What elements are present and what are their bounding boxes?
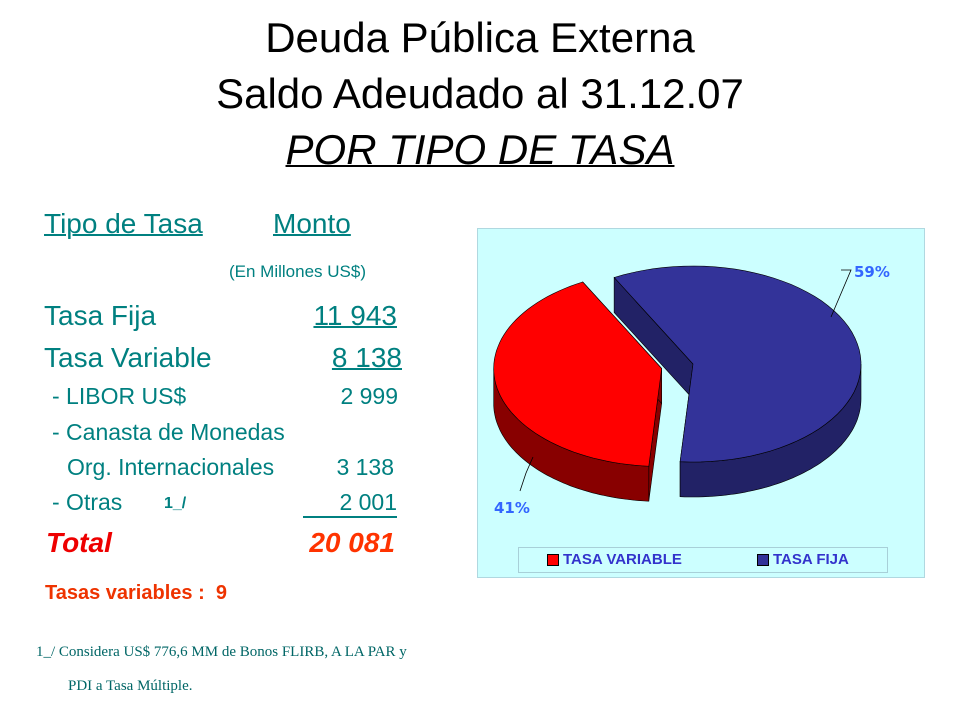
pie-slice-fija — [613, 265, 862, 463]
pie-chart: 59% 41% TASA VARIABLE TASA FIJA — [477, 228, 925, 578]
legend: TASA VARIABLE TASA FIJA — [518, 547, 888, 573]
legend-swatch — [547, 553, 559, 566]
row-value: 2 999 — [340, 383, 398, 409]
unit-label: (En Millones US$) — [229, 262, 366, 281]
legend-label: TASA VARIABLE — [563, 551, 682, 568]
title-line-2: Saldo Adeudado al 31.12.07 — [216, 70, 744, 117]
row-label: - Otras — [52, 489, 123, 515]
footnote-line-2: PDI a Tasa Múltiple. — [68, 678, 193, 694]
variable-rates-count: Tasas variables : 9 — [45, 582, 227, 604]
leader-line-fija — [830, 269, 852, 318]
pie-slice-variable — [493, 281, 662, 467]
row-value: 3 138 — [336, 454, 394, 480]
footnote-ref: 1_/ — [164, 495, 187, 512]
row-label: Tasa Fija — [44, 300, 157, 331]
legend-label: TASA FIJA — [773, 551, 849, 568]
leader-line-variable — [519, 456, 534, 492]
total-label: Total — [46, 527, 112, 558]
data-label-variable: 41% — [494, 499, 530, 517]
legend-swatch — [757, 553, 769, 566]
row-label: Tasa Variable — [44, 342, 212, 373]
footnote-line-1: 1_/ Considera US$ 776,6 MM de Bonos FLIR… — [36, 644, 407, 660]
title-line-3: POR TIPO DE TASA — [285, 126, 675, 173]
row-value: 8 138 — [331, 342, 402, 373]
legend-item: TASA FIJA — [757, 551, 849, 568]
total-value: 20 081 — [309, 527, 395, 558]
row-value: 2 001 — [303, 489, 397, 518]
row-value: 11 943 — [313, 300, 397, 331]
data-label-fija: 59% — [854, 263, 890, 281]
title-line-1: Deuda Pública Externa — [265, 14, 695, 61]
legend-item: TASA VARIABLE — [547, 551, 682, 568]
row-label: - Canasta de Monedas — [52, 419, 285, 445]
header-amount: Monto — [273, 208, 351, 239]
pie-svg: 59% 41% — [493, 263, 890, 517]
header-type: Tipo de Tasa — [44, 208, 203, 239]
row-label: - LIBOR US$ — [52, 383, 187, 409]
row-label: Org. Internacionales — [67, 454, 275, 480]
